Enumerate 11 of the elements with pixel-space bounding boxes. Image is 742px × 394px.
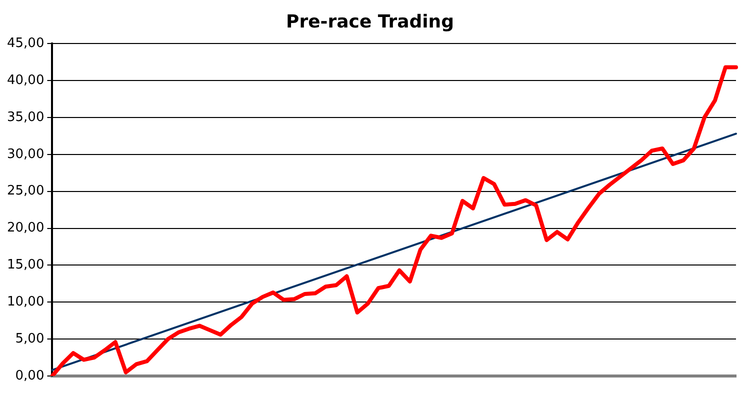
- chart-title: Pre-race Trading: [286, 11, 454, 32]
- y-tick-label: 25,00: [7, 184, 44, 199]
- y-tick-label: 15,00: [7, 258, 44, 273]
- y-tick-label: 20,00: [7, 220, 44, 236]
- y-tick-label: 10,00: [7, 294, 44, 310]
- y-tick-label: 30,00: [7, 146, 44, 162]
- y-tick-label: 5,00: [15, 331, 44, 346]
- y-tick-label: 40,00: [7, 72, 44, 88]
- y-tick-label: 45,00: [7, 36, 44, 51]
- y-tick-label: 35,00: [7, 110, 44, 125]
- y-tick-label: 0,00: [15, 368, 44, 384]
